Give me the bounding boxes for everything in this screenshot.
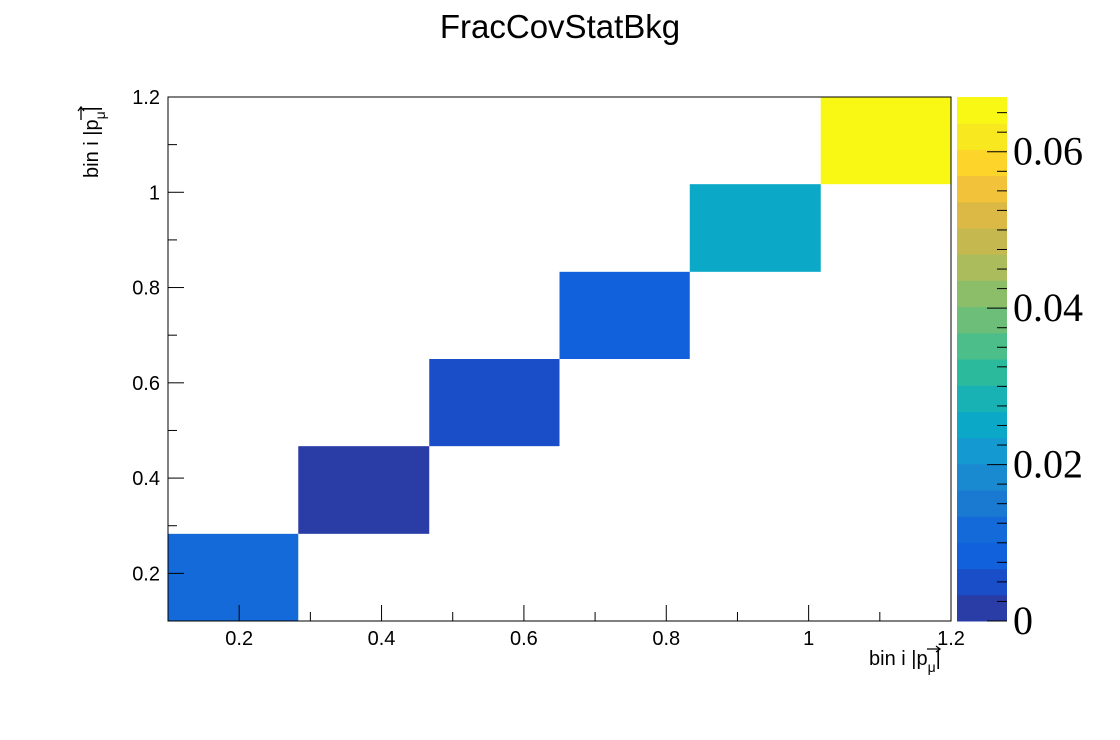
x-axis-ticks [167, 605, 952, 621]
color-scale-label: 0.04 [1013, 285, 1083, 330]
y-tick-label: 0.4 [132, 468, 160, 490]
svg-text:bin i |pμ|: bin i |pμ| [869, 648, 941, 675]
color-scale-swatch [957, 332, 1007, 360]
y-axis-title-var: p [81, 119, 103, 130]
x-axis-vector-arrow [927, 645, 942, 653]
heatmap-cell [168, 533, 299, 621]
color-scale-swatch [957, 280, 1007, 308]
color-scale-swatch [957, 463, 1007, 491]
x-axis-title-sub: μ [928, 659, 936, 675]
color-scale-swatch [957, 542, 1007, 570]
heatmap-cell [429, 359, 560, 447]
x-axis-tick-labels: 0.2 0.4 0.6 0.8 1 1.2 [225, 628, 965, 650]
color-scale [957, 97, 1007, 622]
color-scale-swatch [957, 385, 1007, 412]
y-axis-title-sub: μ [92, 111, 108, 119]
x-tick-label: 1.2 [937, 628, 965, 650]
color-scale-swatch [957, 516, 1007, 543]
x-tick-label: 0.6 [510, 628, 538, 650]
color-scale-label: 0.06 [1013, 129, 1083, 174]
y-axis-title-prefix: bin i | [81, 131, 103, 178]
y-tick-label: 0.2 [132, 563, 160, 585]
color-scale-swatch [957, 149, 1007, 177]
heatmap-cell [689, 184, 821, 272]
y-tick-label: 1 [149, 182, 160, 204]
y-tick-label: 0.8 [132, 278, 160, 300]
color-scale-swatch [957, 306, 1007, 334]
x-axis-title-var: p [916, 648, 927, 670]
y-axis-tick-labels: 0.2 0.4 0.6 0.8 1 1.2 [132, 87, 160, 585]
heatmap-cell [820, 97, 951, 185]
color-scale-label: 0.02 [1013, 442, 1083, 487]
color-scale-swatch [957, 201, 1007, 229]
x-axis-title-suffix: | [936, 648, 941, 670]
color-scale-label: 0 [1013, 598, 1033, 643]
x-tick-label: 1 [803, 628, 814, 650]
y-tick-label: 1.2 [132, 87, 160, 109]
color-scale-swatch [957, 123, 1007, 150]
chart-title: FracCovStatBkg [440, 8, 680, 45]
x-tick-label: 0.2 [225, 628, 253, 650]
x-tick-label: 0.4 [368, 628, 396, 650]
heatmap-cell [298, 446, 430, 534]
heatmap-cell [559, 271, 690, 359]
x-axis-title: bin i |pμ| [869, 645, 942, 675]
color-scale-swatch [957, 228, 1007, 255]
y-axis-title: bin i |pμ| [77, 105, 108, 178]
y-tick-label: 0.6 [132, 373, 160, 395]
heatmap-cells [168, 97, 951, 621]
y-axis-title-suffix: | [81, 106, 103, 111]
y-axis-ticks [168, 96, 184, 622]
x-tick-label: 0.8 [652, 628, 680, 650]
y-axis-vector-arrow [77, 105, 85, 120]
color-scale-swatch [957, 411, 1007, 439]
color-scale-swatch [957, 437, 1007, 465]
color-scale-swatch [957, 594, 1007, 622]
svg-text:bin i |pμ|: bin i |pμ| [81, 106, 108, 178]
plot-frame [167, 96, 952, 622]
color-scale-swatch [957, 359, 1007, 386]
color-scale-swatch [957, 175, 1007, 203]
color-scale-swatch [957, 97, 1007, 124]
x-axis-title-prefix: bin i | [869, 648, 916, 670]
color-scale-swatch [957, 254, 1007, 281]
color-scale-labels: 0 0.02 0.04 0.06 [1013, 129, 1083, 643]
